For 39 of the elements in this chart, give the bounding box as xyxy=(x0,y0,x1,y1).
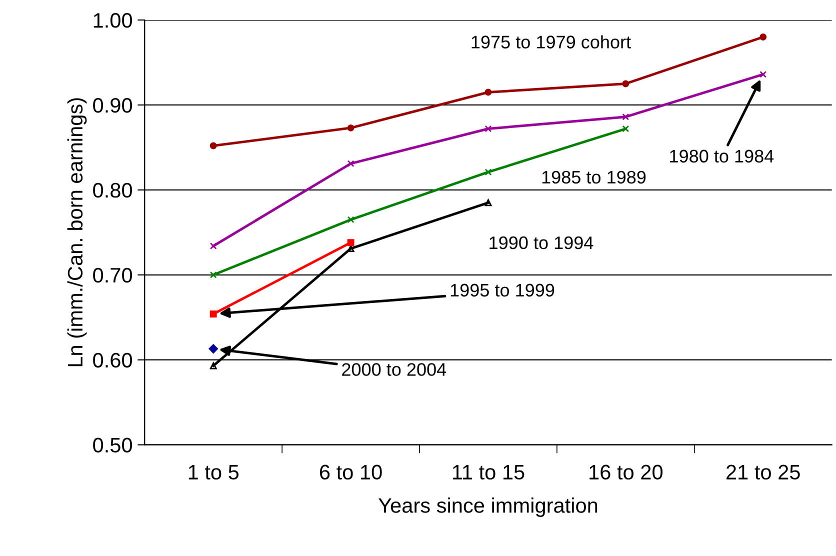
point xyxy=(484,125,492,132)
point xyxy=(484,88,492,96)
y-tick-label: 0.90 xyxy=(93,98,132,113)
point xyxy=(484,199,492,206)
point xyxy=(347,124,354,132)
y-tick-label: 0.70 xyxy=(93,268,132,283)
point xyxy=(208,344,218,354)
y-tick-label: 0.80 xyxy=(93,182,132,198)
x-tick-label: 6 to 10 xyxy=(320,464,382,480)
y-axis-title: Ln (imm./Can. born earnings) xyxy=(67,98,87,366)
x-tick-label: 11 to 15 xyxy=(452,465,524,480)
x-tick-label: 21 to 25 xyxy=(726,464,800,480)
point xyxy=(210,271,217,278)
point xyxy=(622,113,630,120)
point xyxy=(210,310,217,318)
annotation: 1990 to 1994 xyxy=(490,236,594,250)
x-axis-title: Years since immigration xyxy=(378,498,598,517)
y-tick-label: 1.00 xyxy=(94,13,132,28)
point xyxy=(622,80,630,88)
y-tick-label: 0.50 xyxy=(93,438,132,453)
annotation: 1980 to 1984 xyxy=(670,150,774,163)
point xyxy=(760,34,767,40)
point xyxy=(210,242,217,250)
annotation: 1995 to 1999 xyxy=(450,284,554,297)
y-tick-label: 0.60 xyxy=(93,352,132,368)
point xyxy=(210,362,217,370)
point xyxy=(347,160,354,168)
point xyxy=(347,239,354,246)
point xyxy=(347,216,354,224)
point xyxy=(622,125,630,132)
point xyxy=(760,70,767,78)
point xyxy=(347,245,354,252)
x-tick-label: 16 to 20 xyxy=(590,464,662,480)
annotation: 1975 to 1979 cohort xyxy=(472,35,631,48)
x-tick-label: 1 to 5 xyxy=(188,465,239,480)
annotation: 1985 to 1989 xyxy=(542,170,646,184)
point xyxy=(210,142,217,150)
annotation: 2000 to 2004 xyxy=(342,363,446,376)
point xyxy=(484,168,492,176)
